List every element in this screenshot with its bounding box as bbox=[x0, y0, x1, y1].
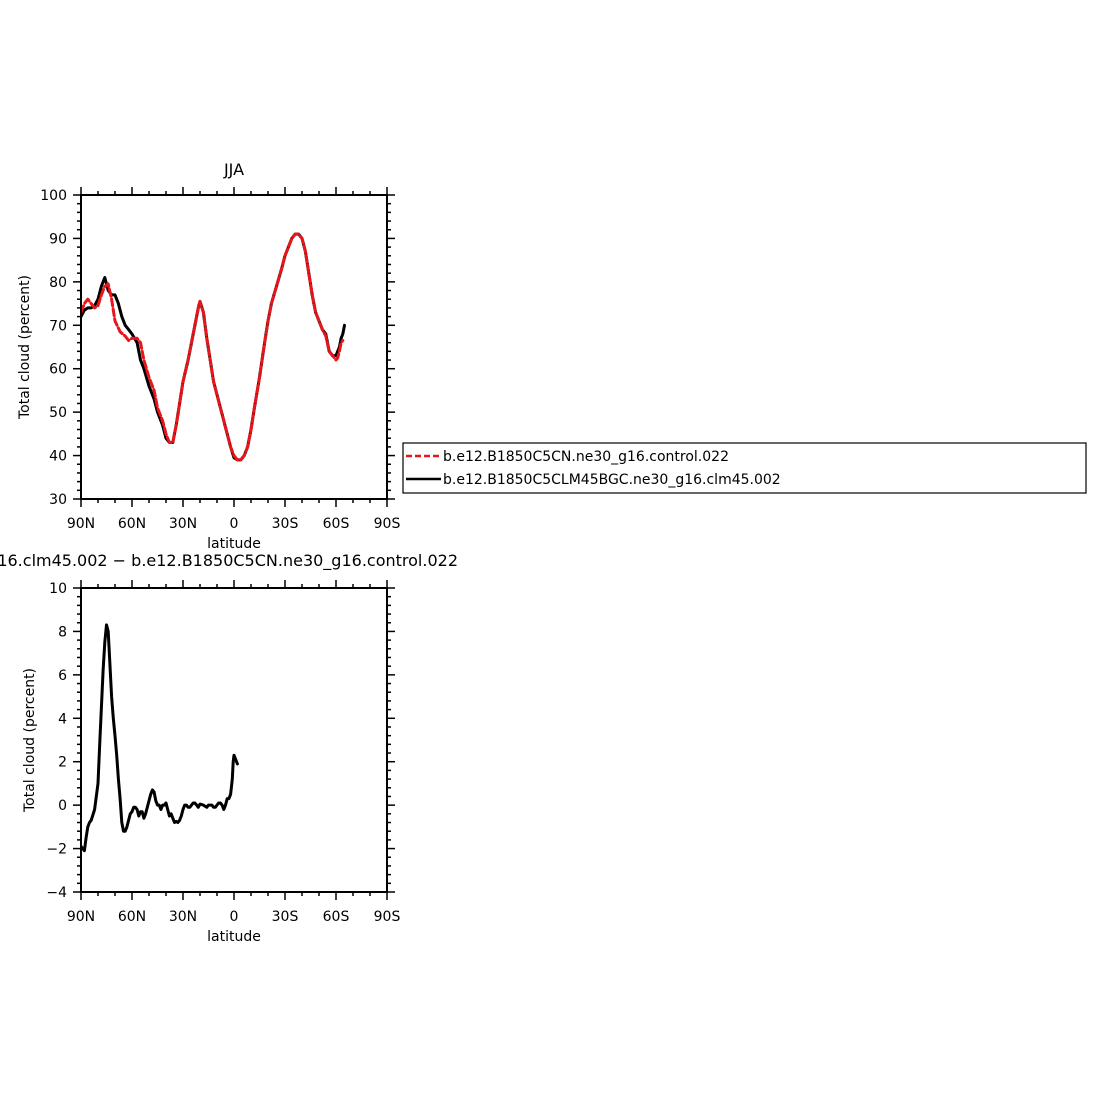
bottom-y-tick-label: −4 bbox=[46, 885, 67, 901]
top-y-tick-label: 100 bbox=[40, 188, 67, 204]
top-y-axis-label: Total cloud (percent) bbox=[17, 275, 33, 420]
bottom-x-tick-label: 30N bbox=[169, 909, 197, 925]
bottom-x-tick-label: 60N bbox=[118, 909, 146, 925]
legend-label-control: b.e12.B1850C5CN.ne30_g16.control.022 bbox=[443, 449, 729, 465]
top-chart-panel: JJA Total cloud (percent) latitude 30 40 5… bbox=[17, 160, 400, 552]
legend: b.e12.B1850C5CN.ne30_g16.control.022 b.e… bbox=[402, 442, 1087, 494]
legend-box bbox=[402, 442, 1087, 494]
bottom-y-tick-label: 0 bbox=[58, 798, 67, 814]
top-x-tick-label: 60N bbox=[118, 516, 146, 532]
bottom-series-line-clm45 bbox=[81, 623, 239, 853]
legend-label-clm45: b.e12.B1850C5CLM45BGC.ne30_g16.clm45.002 bbox=[443, 472, 781, 488]
bottom-chart-title: b.e12.B1850C5CLM45BGC.ne30_g16.clm45.002… bbox=[0, 551, 458, 571]
bottom-y-axis-label: Total cloud (percent) bbox=[22, 668, 38, 813]
bottom-chart-panel: b.e12.B1850C5CLM45BGC.ne30_g16.clm45.002… bbox=[0, 551, 458, 945]
bottom-x-axis-label: latitude bbox=[207, 929, 261, 945]
top-y-tick-label: 30 bbox=[49, 492, 67, 508]
bottom-x-tick-label: 30S bbox=[272, 909, 299, 925]
bottom-x-tick-label: 0 bbox=[230, 909, 239, 925]
top-y-tick-label: 90 bbox=[49, 231, 67, 247]
top-x-tick-label: 60S bbox=[323, 516, 350, 532]
top-y-tick-label: 80 bbox=[49, 275, 67, 291]
bottom-x-tick-label: 60S bbox=[323, 909, 350, 925]
top-y-tick-label: 50 bbox=[49, 405, 67, 421]
bottom-y-tick-label: 8 bbox=[58, 624, 67, 640]
top-y-tick-label: 60 bbox=[49, 362, 67, 378]
bottom-x-tick-label: 90N bbox=[67, 909, 95, 925]
bottom-y-tick-label: 10 bbox=[49, 581, 67, 597]
bottom-series-group bbox=[81, 623, 239, 853]
top-x-axis-label: latitude bbox=[207, 536, 261, 552]
top-x-tick-label: 30S bbox=[272, 516, 299, 532]
top-x-tick-label: 90S bbox=[374, 516, 401, 532]
top-series-group bbox=[81, 232, 346, 462]
bottom-x-tick-label: 90S bbox=[374, 909, 401, 925]
top-y-tick-label: 40 bbox=[49, 449, 67, 465]
top-x-tick-label: 0 bbox=[230, 516, 239, 532]
top-series-line-control bbox=[81, 232, 345, 462]
bottom-y-tick-label: −2 bbox=[46, 842, 67, 858]
top-y-tick-label: 70 bbox=[49, 318, 67, 334]
bottom-y-tick-label: 6 bbox=[58, 668, 67, 684]
bottom-y-tick-label: 2 bbox=[58, 755, 67, 771]
bottom-y-tick-label: 4 bbox=[58, 711, 67, 727]
top-x-tick-label: 90N bbox=[67, 516, 95, 532]
top-series-line-clm45 bbox=[81, 232, 346, 462]
top-chart-title: JJA bbox=[223, 160, 244, 179]
top-x-tick-label: 30N bbox=[169, 516, 197, 532]
bottom-plot-frame bbox=[80, 587, 388, 893]
